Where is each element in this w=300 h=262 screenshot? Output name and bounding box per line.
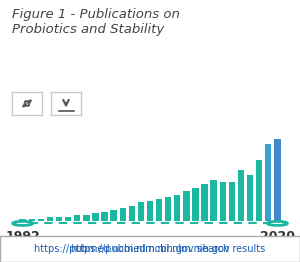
- Bar: [74, 215, 80, 221]
- Bar: [101, 211, 108, 221]
- Text: https://pubmed.ncbi.nlm.nih.gov search results: https://pubmed.ncbi.nlm.nih.gov search r…: [34, 244, 266, 254]
- Bar: [220, 182, 226, 221]
- Bar: [129, 206, 135, 221]
- Bar: [20, 219, 26, 221]
- Bar: [110, 210, 117, 221]
- Bar: [192, 188, 199, 221]
- Bar: [183, 192, 190, 221]
- Bar: [156, 199, 162, 221]
- Bar: [238, 170, 244, 221]
- Text: 1992: 1992: [5, 230, 40, 243]
- Text: https://pubmed.ncbi.nlm.nih.gov: https://pubmed.ncbi.nlm.nih.gov: [70, 244, 230, 254]
- Bar: [28, 219, 35, 221]
- Bar: [229, 182, 235, 221]
- Bar: [247, 175, 253, 221]
- Bar: [211, 181, 217, 221]
- Bar: [47, 217, 53, 221]
- Bar: [174, 195, 181, 221]
- Bar: [119, 208, 126, 221]
- Text: 2020: 2020: [260, 230, 295, 243]
- Bar: [274, 139, 280, 221]
- Bar: [65, 217, 71, 221]
- Bar: [138, 202, 144, 221]
- Bar: [147, 201, 153, 221]
- Text: Figure 1 - Publications on
Probiotics and Stability: Figure 1 - Publications on Probiotics an…: [12, 8, 180, 36]
- Bar: [201, 184, 208, 221]
- Bar: [265, 144, 272, 221]
- Bar: [38, 219, 44, 221]
- Bar: [83, 215, 89, 221]
- Bar: [56, 217, 62, 221]
- Circle shape: [13, 221, 33, 225]
- Bar: [256, 160, 262, 221]
- Bar: [92, 213, 99, 221]
- Circle shape: [267, 221, 287, 225]
- Bar: [165, 197, 171, 221]
